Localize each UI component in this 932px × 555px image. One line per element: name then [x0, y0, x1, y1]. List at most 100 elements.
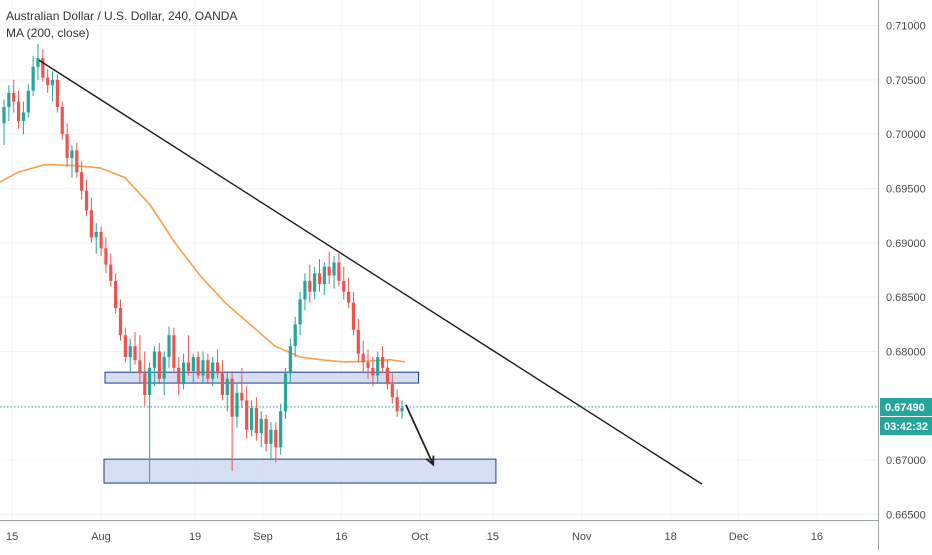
grid [0, 0, 878, 520]
candle-body [75, 150, 79, 173]
candle-body [104, 248, 108, 265]
candle-body [313, 273, 317, 292]
candle-body [60, 106, 64, 135]
candle-body [55, 79, 59, 107]
arrow-head [425, 455, 435, 467]
candle-body [46, 77, 50, 86]
candle-body [395, 397, 399, 412]
candle-body [240, 392, 244, 401]
candle-body [118, 308, 123, 336]
candle-body [371, 367, 375, 376]
zones [103, 371, 497, 484]
candle-body [148, 367, 152, 396]
projection-arrow [405, 404, 435, 465]
candle-body [274, 429, 278, 448]
candle-body [16, 101, 21, 122]
candle-body [114, 280, 118, 309]
candle-body [342, 280, 346, 292]
candle-body [7, 92, 11, 107]
y-tick-label: 0.67000 [886, 455, 926, 467]
candle-body [99, 231, 103, 249]
candle-body [376, 356, 380, 376]
candle-body [230, 378, 234, 417]
candle-body [41, 58, 45, 78]
countdown-badge [880, 416, 932, 435]
candle-body [288, 346, 292, 374]
x-tick-label: 15 [487, 531, 499, 543]
y-tick-label: 0.70500 [886, 75, 926, 87]
candle-body [12, 92, 16, 102]
candle-body [332, 262, 336, 276]
candle-body [254, 408, 258, 434]
candle-body [400, 408, 404, 412]
candle-body [109, 264, 113, 281]
x-tick-label: 18 [664, 531, 676, 543]
candle-body [177, 367, 181, 385]
candle-body [2, 106, 6, 124]
candle-body [70, 150, 74, 159]
trendline-layer [0, 59, 878, 485]
x-tick-label: Nov [572, 531, 592, 543]
candle-body [167, 335, 171, 357]
resistance-zone [104, 371, 420, 384]
candle-body [390, 384, 394, 398]
candle-body [259, 418, 263, 434]
y-tick-label: 0.69500 [886, 184, 926, 196]
candle-body [235, 392, 239, 417]
candle-body [31, 66, 35, 91]
candle-body [123, 335, 127, 357]
y-tick-label: 0.71000 [886, 20, 926, 32]
candle-body [385, 367, 390, 385]
candle-body [128, 346, 132, 357]
candle-body [337, 262, 341, 281]
candle-body [65, 134, 69, 159]
x-tick-label: 16 [811, 531, 823, 543]
candle-body [269, 429, 273, 444]
candle-body [26, 90, 30, 113]
candle-body [196, 356, 200, 376]
candle-body [264, 418, 268, 444]
y-tick-label: 0.68000 [886, 347, 926, 359]
last-price-badge [880, 397, 932, 416]
candles [2, 43, 404, 482]
candle-body [361, 353, 365, 363]
candle-body [211, 362, 215, 379]
x-tick-label: 15 [6, 531, 18, 543]
support-zone [103, 458, 497, 484]
x-tick-label: 19 [189, 531, 201, 543]
y-tick-label: 0.66500 [886, 510, 926, 522]
trendline [38, 59, 703, 485]
candle-body [80, 172, 84, 191]
candle-body [356, 329, 360, 354]
y-tick-label: 0.69000 [886, 238, 926, 250]
candle-body [215, 362, 220, 374]
candle-body [380, 356, 385, 368]
candle-body [186, 362, 191, 372]
candle-body [181, 362, 186, 385]
candle-body [220, 373, 225, 396]
candle-body [84, 190, 89, 211]
candle-body [162, 356, 166, 379]
candle-body [206, 360, 210, 379]
chart-title: Australian Dollar / U.S. Dollar, 240, OA… [6, 9, 238, 23]
candle-body [89, 210, 93, 238]
candle-body [225, 378, 229, 396]
candle-body [133, 346, 137, 361]
candle-body [36, 58, 40, 67]
candle-body [322, 266, 326, 285]
y-tick-label: 0.70000 [886, 129, 926, 141]
candle-body [279, 411, 283, 448]
candle-body [293, 324, 297, 347]
candle-body [347, 291, 351, 303]
last-price-label: 0.67490 [885, 402, 925, 414]
candle-body [138, 360, 142, 374]
candle-body [351, 302, 356, 330]
x-tick-label: 16 [335, 531, 347, 543]
candle-body [201, 360, 205, 376]
candle-body [152, 351, 157, 368]
candle-body [317, 273, 322, 285]
x-tick-label: Dec [729, 531, 749, 543]
